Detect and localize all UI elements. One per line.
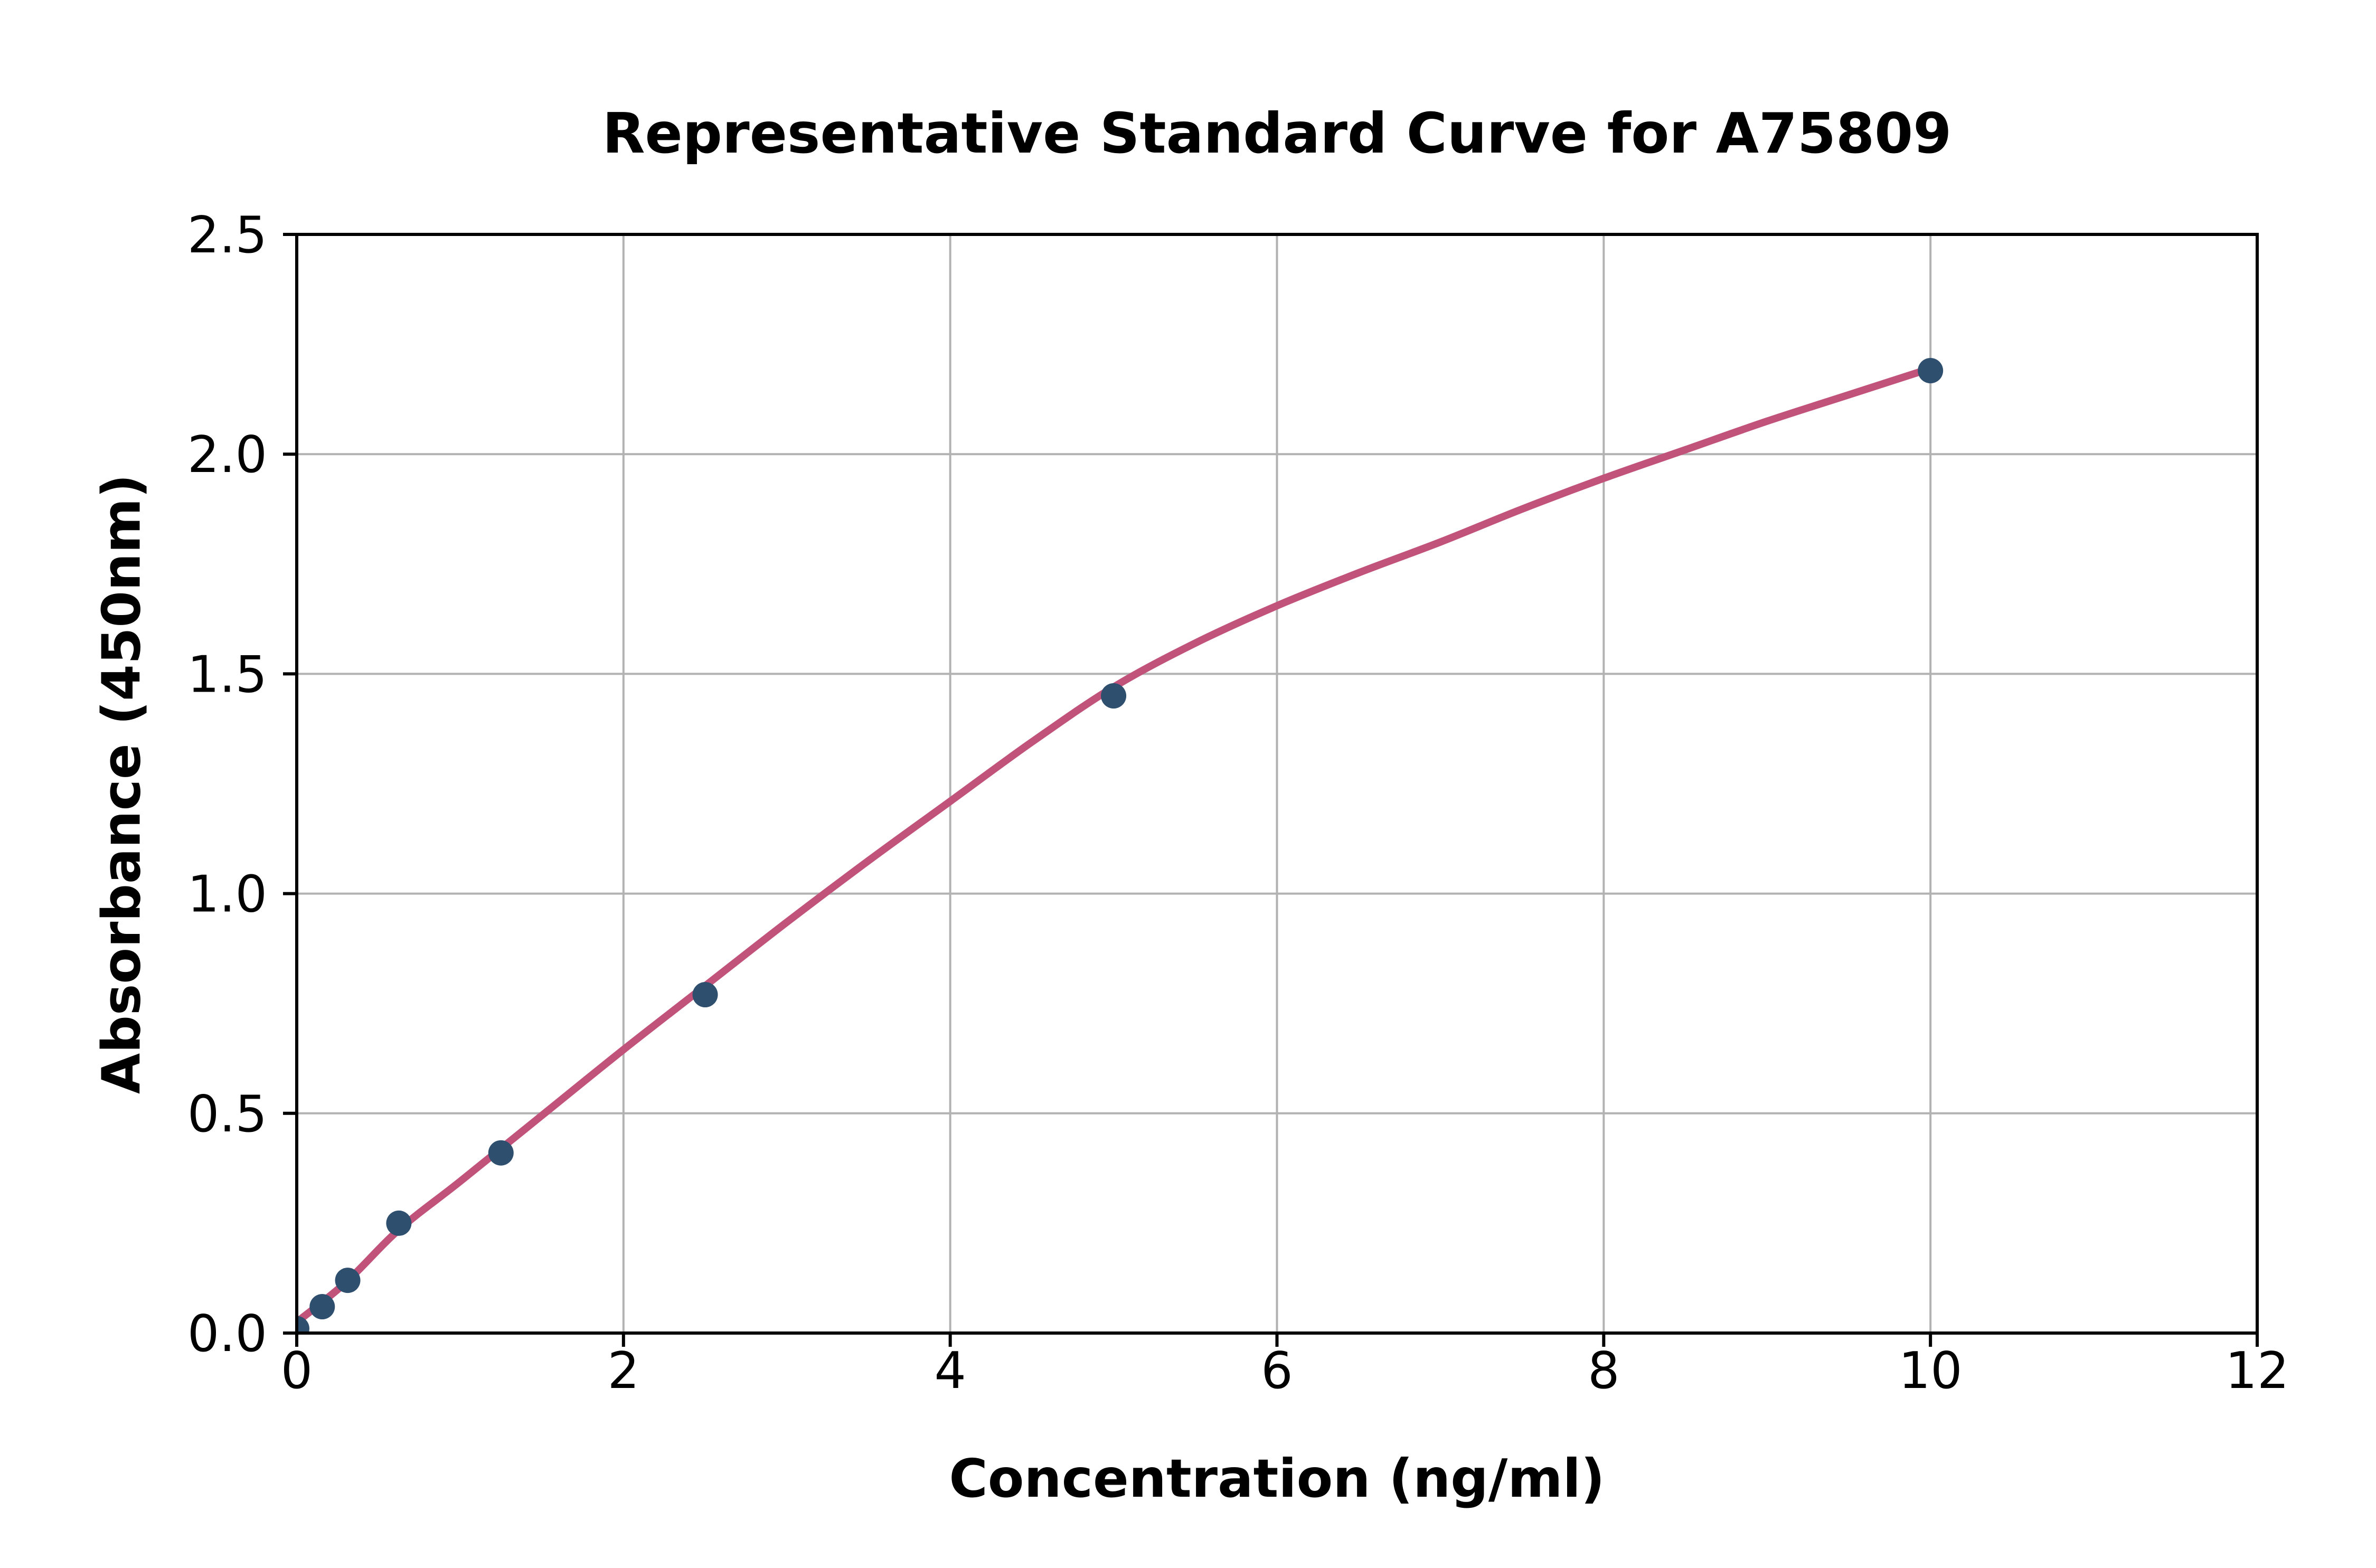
data-point: [335, 1268, 361, 1293]
data-point: [1918, 358, 1944, 384]
x-tick-label: 10: [1899, 1342, 1963, 1400]
fit-curve: [297, 365, 1932, 1325]
data-point: [692, 982, 718, 1008]
x-tick-label: 0: [281, 1342, 313, 1400]
y-tick-label: 0.0: [187, 1305, 267, 1363]
y-tick-label: 1.0: [187, 866, 267, 924]
chart-title: Representative Standard Curve for A75809: [602, 101, 1952, 166]
data-point: [386, 1210, 412, 1236]
y-tick-label: 2.5: [187, 206, 267, 265]
data-point: [297, 1316, 309, 1333]
data-point: [1101, 683, 1127, 709]
gridlines: [297, 234, 2257, 1333]
ticks: 0 2 4 6 8 10 12 0.0 0.5 1.0 1.5 2.0 2.5: [187, 206, 2289, 1400]
x-tick-label: 6: [1261, 1342, 1293, 1400]
data-point: [488, 1140, 514, 1166]
data-point: [309, 1294, 335, 1320]
y-tick-label: 0.5: [187, 1085, 267, 1144]
x-tick-label: 12: [2226, 1342, 2289, 1400]
x-tick-label: 2: [608, 1342, 639, 1400]
x-tick-label: 4: [934, 1342, 966, 1400]
y-tick-label: 2.0: [187, 426, 267, 484]
x-axis-title: Concentration (ng/ml): [949, 1448, 1605, 1509]
y-tick-label: 1.5: [187, 646, 267, 704]
data-layer: [297, 358, 1944, 1333]
x-tick-label: 8: [1588, 1342, 1619, 1400]
